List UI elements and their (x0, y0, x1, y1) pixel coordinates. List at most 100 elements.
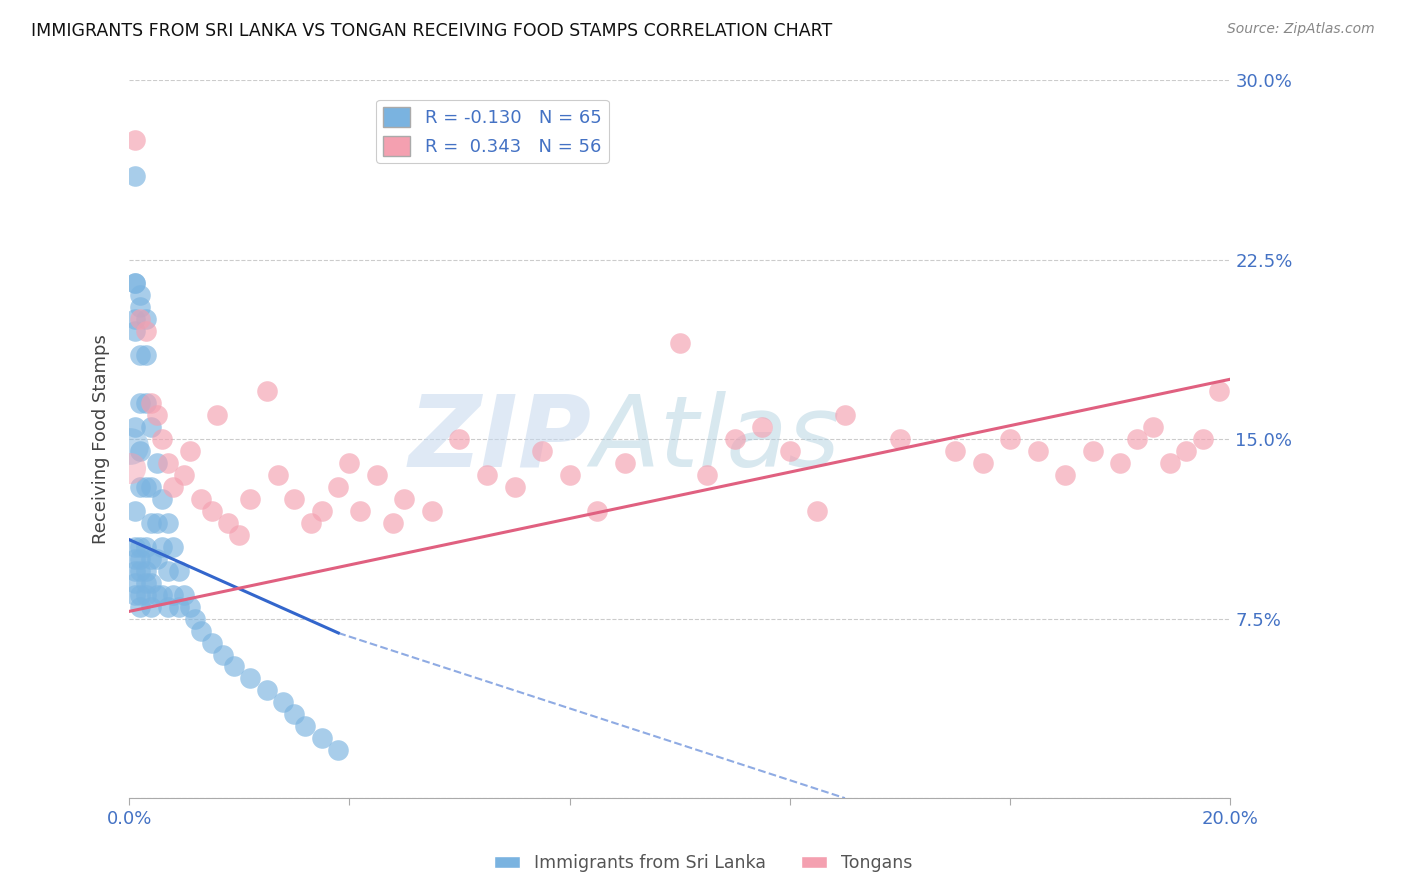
Point (668, 336, 690, 351)
Point (124, 324, 146, 338)
Point (167, 564, 190, 578)
Point (201, 635, 224, 649)
Point (943, 444, 966, 458)
Point (382, 516, 405, 530)
Point (201, 504, 224, 518)
Point (139, 420, 162, 434)
Point (124, 277, 146, 291)
Point (135, 348, 157, 362)
Point (311, 731, 333, 746)
Point (145, 551, 167, 566)
Point (328, 743, 350, 757)
Point (366, 467, 388, 482)
Point (139, 480, 162, 494)
Point (190, 624, 212, 638)
Point (1159, 456, 1181, 470)
Point (135, 540, 157, 554)
Point (129, 312, 152, 326)
Point (129, 301, 152, 315)
Point (139, 396, 162, 410)
Point (129, 444, 152, 458)
Point (129, 564, 152, 578)
Point (283, 491, 305, 506)
Point (337, 456, 360, 470)
Point (217, 516, 239, 530)
Text: Atlas: Atlas (592, 391, 841, 488)
Text: Source: ZipAtlas.com: Source: ZipAtlas.com (1227, 22, 1375, 37)
Point (124, 420, 146, 434)
Point (998, 432, 1021, 446)
Point (503, 480, 526, 494)
Point (228, 528, 250, 542)
Point (124, 551, 146, 566)
Point (696, 467, 718, 482)
Point (449, 432, 471, 446)
Point (129, 480, 152, 494)
Point (1125, 432, 1147, 446)
Point (311, 504, 333, 518)
Point (139, 551, 162, 566)
Point (124, 169, 146, 183)
Point (145, 456, 167, 470)
Point (124, 540, 146, 554)
Point (156, 456, 179, 470)
Point (156, 564, 179, 578)
Point (120, 439, 142, 453)
Point (150, 491, 173, 506)
Point (256, 683, 278, 698)
Point (1142, 420, 1164, 434)
Point (150, 540, 173, 554)
Point (531, 444, 554, 458)
Point (1109, 456, 1132, 470)
Point (1081, 444, 1104, 458)
Point (120, 460, 142, 475)
Point (271, 695, 294, 709)
Legend: Immigrants from Sri Lanka, Tongans: Immigrants from Sri Lanka, Tongans (486, 847, 920, 879)
Point (190, 491, 212, 506)
Point (129, 348, 152, 362)
Point (135, 588, 157, 602)
Point (179, 599, 201, 614)
Point (1175, 444, 1198, 458)
Point (751, 420, 773, 434)
Point (299, 516, 322, 530)
Point (135, 324, 157, 338)
Point (267, 467, 290, 482)
Point (145, 588, 167, 602)
Point (135, 312, 157, 326)
Point (420, 504, 443, 518)
Point (135, 575, 157, 590)
Point (124, 504, 146, 518)
Point (124, 575, 146, 590)
Point (135, 396, 157, 410)
Point (129, 540, 152, 554)
Point (1191, 432, 1213, 446)
Point (256, 384, 278, 399)
Point (889, 432, 911, 446)
Point (558, 467, 581, 482)
Point (129, 588, 152, 602)
Point (135, 564, 157, 578)
Point (135, 480, 157, 494)
Point (173, 588, 195, 602)
Point (162, 540, 184, 554)
Point (124, 564, 146, 578)
Point (156, 599, 179, 614)
Point (179, 444, 201, 458)
Point (167, 599, 190, 614)
Point (124, 133, 146, 147)
Point (139, 599, 162, 614)
Point (129, 599, 152, 614)
Point (205, 408, 228, 422)
Point (162, 480, 184, 494)
Point (613, 456, 636, 470)
Point (124, 277, 146, 291)
Legend: R = -0.130   N = 65, R =  0.343   N = 56: R = -0.130 N = 65, R = 0.343 N = 56 (377, 100, 609, 163)
Point (129, 551, 152, 566)
Point (834, 408, 856, 422)
Text: ZIP: ZIP (409, 391, 592, 488)
Point (349, 504, 371, 518)
Point (972, 456, 994, 470)
Point (124, 312, 146, 326)
Point (211, 648, 233, 662)
